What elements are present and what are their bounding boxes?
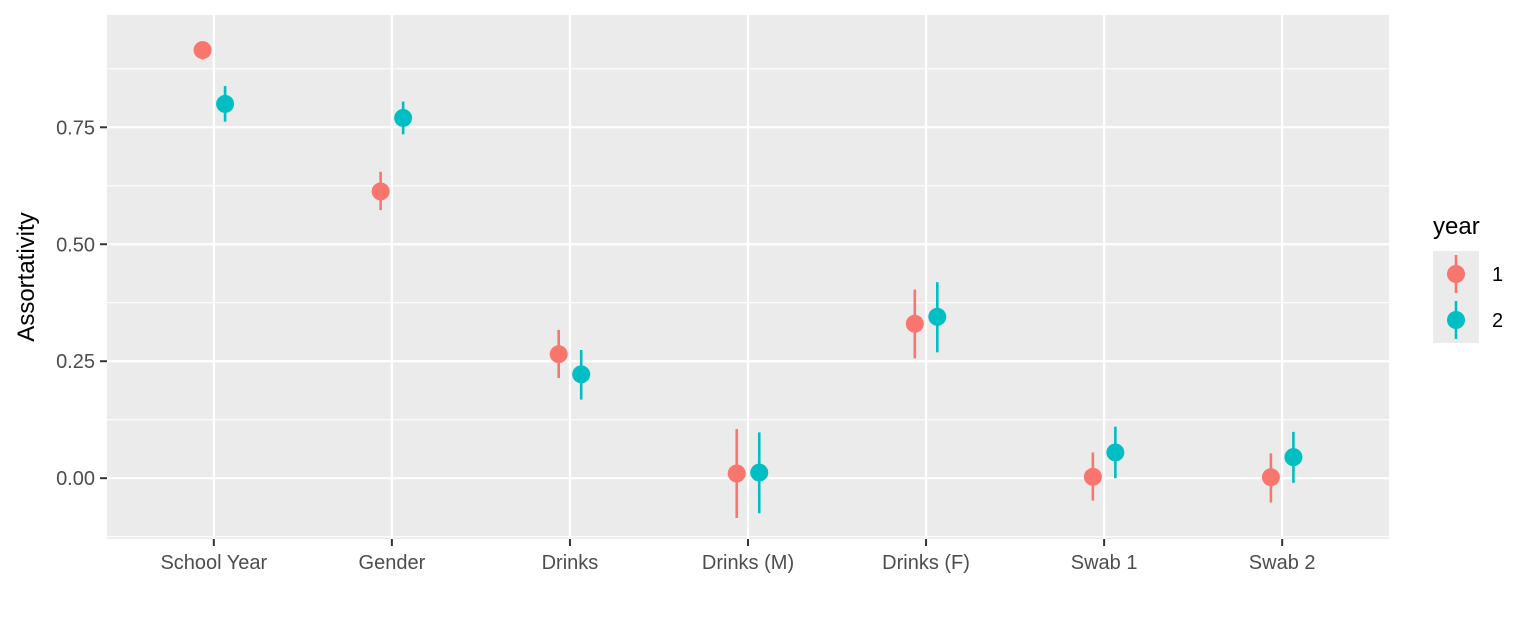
x-axis: School Year Gender Drinks Drinks (M) Drinks …: [160, 539, 1316, 574]
y-axis-title: Assortativity: [13, 212, 40, 341]
legend: year 1 2: [1433, 213, 1503, 343]
legend-label: 2: [1492, 310, 1503, 332]
legend-label: 1: [1492, 264, 1503, 286]
x-tick-label: Swab 2: [1249, 552, 1316, 574]
data-point: [216, 94, 235, 113]
x-tick-label: Drinks (F): [882, 552, 970, 574]
data-point: [750, 463, 769, 482]
legend-key-point: [1447, 265, 1465, 283]
x-tick-label: Gender: [359, 552, 426, 574]
y-tick-label: 0.50: [56, 234, 95, 256]
data-point: [1106, 443, 1125, 462]
legend-key-point: [1447, 311, 1465, 329]
data-point: [549, 345, 568, 364]
data-point: [1083, 467, 1102, 486]
data-point: [928, 307, 947, 326]
x-tick-label: Swab 1: [1071, 552, 1138, 574]
legend-title: year: [1433, 213, 1480, 240]
data-marks: [193, 41, 1303, 518]
y-axis: 0.00 0.25 0.50 0.75: [56, 117, 107, 490]
series-1: [193, 41, 1280, 518]
data-point: [1261, 468, 1280, 487]
x-tick-label: Drinks (M): [702, 552, 794, 574]
data-point: [1284, 448, 1303, 467]
data-point: [394, 108, 413, 127]
data-point: [727, 464, 746, 483]
y-tick-label: 0.00: [56, 468, 95, 490]
data-point: [905, 314, 924, 333]
y-tick-label: 0.75: [56, 117, 95, 139]
data-point: [193, 41, 212, 60]
y-tick-label: 0.25: [56, 351, 95, 373]
major-gridlines: [107, 15, 1389, 539]
x-tick-label: School Year: [160, 552, 267, 574]
x-tick-label: Drinks: [542, 552, 599, 574]
series-2: [216, 86, 1303, 514]
data-point: [371, 182, 390, 201]
data-point: [572, 365, 591, 384]
